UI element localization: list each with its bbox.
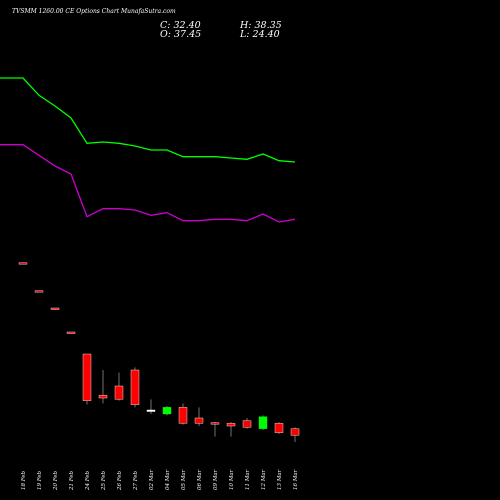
x-tick-label: 26 Feb — [117, 470, 123, 491]
candle — [162, 406, 172, 416]
x-tick-label: 10 Mar — [229, 469, 235, 490]
x-tick-label: 25 Feb — [101, 470, 107, 491]
indicator-line-2 — [0, 144, 296, 223]
candle-body — [50, 307, 60, 310]
candle — [274, 422, 284, 434]
candle — [178, 403, 188, 425]
x-tick-label: 12 Mar — [261, 469, 267, 490]
candle-body — [34, 290, 44, 293]
candle — [34, 290, 44, 293]
candle-body — [194, 417, 204, 424]
candle — [82, 353, 92, 405]
x-tick-label: 27 Feb — [133, 470, 139, 491]
indicator-lines — [0, 77, 296, 223]
candle — [258, 415, 268, 430]
candle-body — [258, 416, 268, 429]
candle-body — [274, 423, 284, 433]
ohlc-open: O: 37.45 — [160, 29, 201, 40]
ohlc-low: L: 24.40 — [239, 29, 280, 40]
x-tick-label: 05 Mar — [181, 469, 187, 490]
candle-body — [210, 422, 220, 425]
x-tick-label: 11 Mar — [245, 469, 251, 490]
candle-body — [114, 385, 124, 400]
candle — [194, 407, 204, 426]
x-tick-label: 18 Feb — [21, 470, 27, 490]
candle-body — [178, 407, 188, 424]
candle — [66, 331, 76, 334]
x-tick-label: 24 Feb — [85, 470, 91, 491]
candle-body — [18, 262, 28, 265]
candle-body — [82, 353, 92, 401]
candle-body — [146, 409, 156, 412]
candle — [290, 427, 300, 442]
candle-body — [66, 331, 76, 334]
candle-body — [290, 428, 300, 436]
x-tick-label: 21 Feb — [69, 470, 75, 491]
candle-body — [98, 395, 108, 399]
ohlc-high: H: 38.35 — [239, 20, 282, 31]
x-tick-label: 02 Mar — [149, 469, 155, 490]
candle — [50, 307, 60, 310]
candle — [18, 262, 28, 265]
candle — [98, 370, 108, 404]
x-tick-label: 13 Mar — [277, 469, 283, 490]
ohlc-close: C: 32.40 — [160, 20, 201, 31]
candles-group — [18, 262, 300, 442]
candle — [210, 422, 220, 437]
chart-title: TVSMM 1260.00 CE Options Chart MunafaSut… — [12, 8, 176, 15]
candle — [114, 372, 124, 401]
candle — [226, 422, 236, 437]
candle-body — [130, 369, 140, 405]
x-tick-label: 16 Mar — [293, 469, 299, 490]
candle-body — [226, 423, 236, 427]
x-tick-label: 04 Mar — [165, 469, 171, 490]
candle — [242, 418, 252, 429]
x-tick-label: 06 Mar — [197, 469, 203, 490]
x-tick-label: 20 Feb — [53, 470, 59, 491]
candle-body — [242, 420, 252, 428]
candle — [130, 367, 140, 408]
x-tick-label: 09 Mar — [213, 469, 219, 490]
candle — [146, 399, 156, 414]
indicator-line-1 — [0, 77, 296, 163]
x-tick-label: 19 Feb — [37, 470, 43, 490]
candle-body — [162, 407, 172, 415]
x-axis-tick-labels: 18 Feb 19 Feb 20 Feb 21 Feb 24 Feb 25 Feb 26 F… — [21, 469, 299, 491]
